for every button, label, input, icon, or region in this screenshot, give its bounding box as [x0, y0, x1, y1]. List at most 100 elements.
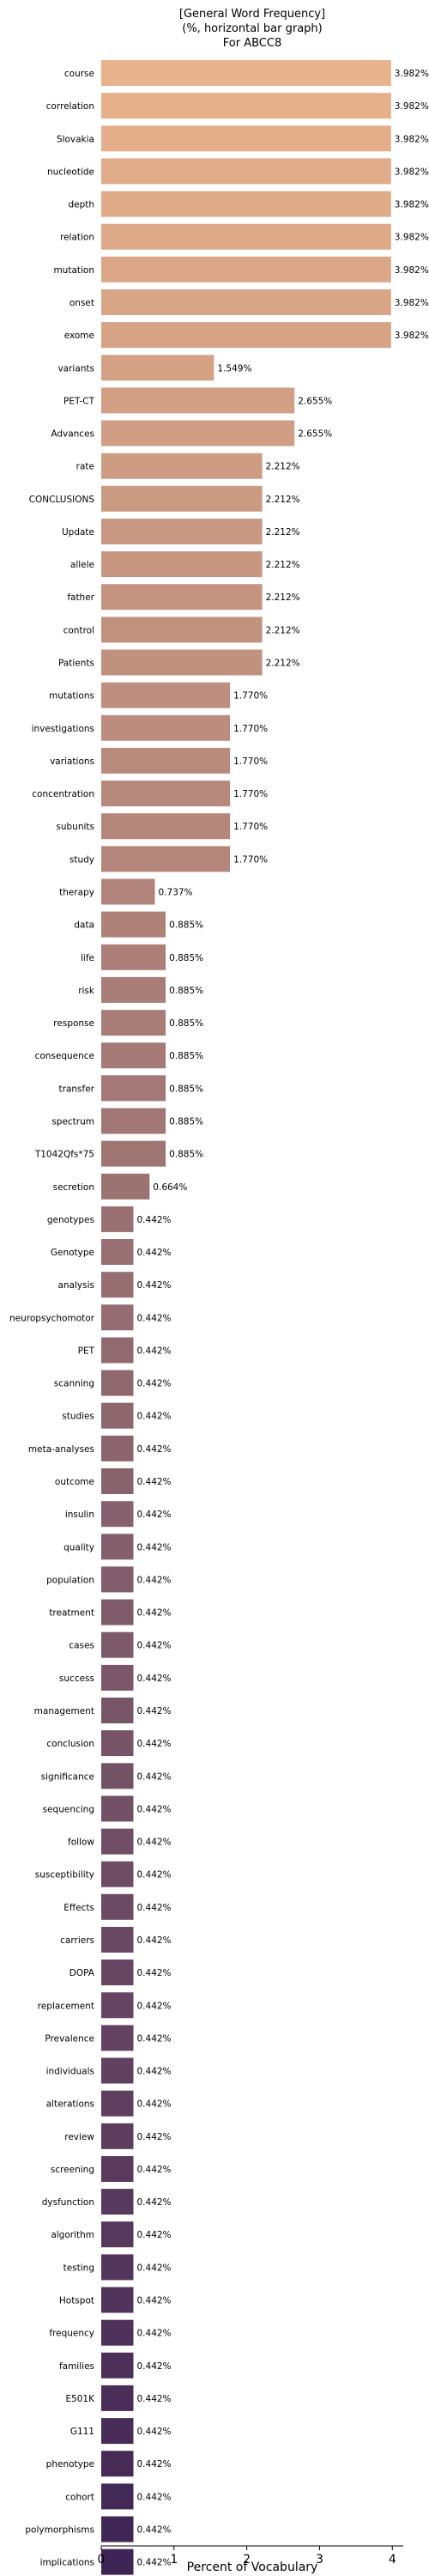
- y-tick-label: variations: [50, 756, 94, 767]
- bar: [101, 747, 231, 774]
- value-label: 0.442%: [137, 1379, 172, 1389]
- bar: [101, 911, 166, 938]
- bar: [101, 2319, 134, 2346]
- y-tick-label: neuropsychomotor: [9, 1313, 95, 1323]
- value-label: 1.770%: [233, 691, 268, 702]
- y-tick-label: course: [64, 69, 94, 79]
- bar: [101, 1927, 134, 1953]
- y-tick-label: sequencing: [43, 1804, 94, 1814]
- value-label: 0.442%: [137, 2165, 172, 2175]
- y-tick-label: outcome: [55, 1477, 94, 1487]
- value-label: 0.442%: [137, 1838, 172, 1848]
- y-tick-label: control: [63, 625, 94, 635]
- bar: [101, 485, 263, 512]
- value-label: 0.442%: [137, 2558, 172, 2568]
- y-tick-label: studies: [62, 1412, 94, 1422]
- value-labels: 3.982% 3.982% 3.982% 3.982% 3.982% 3.982% 3.98…: [137, 69, 429, 2568]
- bar: [101, 781, 231, 807]
- y-tick-label: relation: [60, 233, 94, 243]
- y-tick-label: cases: [69, 1641, 94, 1651]
- y-tick-label: Prevalence: [45, 2033, 94, 2044]
- bar: [101, 2352, 134, 2379]
- bar: [101, 976, 166, 1003]
- y-tick-label: alterations: [46, 2099, 94, 2110]
- y-tick-label: exome: [64, 331, 94, 341]
- value-label: 1.770%: [233, 854, 268, 865]
- value-label: 0.885%: [169, 1084, 203, 1094]
- bar: [101, 2221, 134, 2248]
- bar: [101, 1566, 134, 1593]
- x-tick-label: 4: [389, 2553, 396, 2567]
- x-tick-label: 1: [170, 2553, 178, 2567]
- y-tick-label: secretion: [53, 1182, 94, 1193]
- bar: [101, 2156, 134, 2182]
- bar: [101, 1631, 134, 1658]
- value-label: 0.885%: [169, 1018, 203, 1029]
- y-tick-label: life: [81, 953, 94, 963]
- y-tick-label: screening: [51, 2165, 94, 2175]
- value-label: 0.442%: [137, 1935, 172, 1946]
- value-label: 0.885%: [169, 986, 203, 996]
- value-label: 0.442%: [137, 2525, 172, 2536]
- bar: [101, 2090, 134, 2117]
- bar: [101, 2418, 134, 2445]
- chart-title-line: (%, horizontal bar graph): [182, 22, 322, 35]
- value-label: 0.442%: [137, 1804, 172, 1814]
- bar: [101, 1108, 166, 1134]
- bar: [101, 1206, 134, 1232]
- bar: [101, 813, 231, 840]
- bar: [101, 1861, 134, 1887]
- bar: [101, 1664, 134, 1691]
- bar: [101, 519, 263, 544]
- y-tick-label: population: [46, 1575, 94, 1585]
- value-label: 0.442%: [137, 2033, 172, 2044]
- value-label: 0.442%: [137, 1412, 172, 1422]
- y-tick-label: scanning: [54, 1379, 94, 1389]
- x-tick-label: 0: [98, 2553, 106, 2567]
- y-tick-label: mutation: [53, 265, 94, 276]
- bar: [101, 1959, 134, 1986]
- value-label: 0.442%: [137, 2361, 172, 2372]
- value-label: 0.442%: [137, 2001, 172, 2011]
- value-label: 2.212%: [266, 527, 300, 538]
- y-tick-label: analysis: [57, 1280, 94, 1291]
- y-tick-label: conclusion: [46, 1739, 94, 1749]
- y-tick-label: Patients: [58, 659, 94, 669]
- value-label: 0.442%: [137, 1542, 172, 1552]
- value-label: 0.885%: [169, 1051, 203, 1061]
- x-tick-label: 3: [316, 2553, 323, 2567]
- value-label: 0.442%: [137, 1313, 172, 1323]
- value-label: 0.885%: [169, 953, 203, 963]
- value-label: 0.664%: [153, 1182, 187, 1193]
- value-label: 0.442%: [137, 1674, 172, 1684]
- value-label: 3.982%: [395, 134, 429, 144]
- chart-title-line: For ABCC8: [223, 37, 281, 50]
- bar: [101, 2189, 134, 2215]
- value-label: 2.212%: [266, 625, 300, 635]
- y-tick-label: rate: [76, 462, 94, 472]
- bar: [101, 1763, 134, 1789]
- value-label: 3.982%: [395, 101, 429, 112]
- y-tick-label: Genotype: [51, 1248, 94, 1258]
- y-tick-label: transfer: [59, 1084, 95, 1094]
- value-label: 0.442%: [137, 1968, 172, 1978]
- bar: [101, 1402, 134, 1429]
- bar: [101, 682, 231, 708]
- y-tick-label: testing: [63, 2263, 94, 2273]
- y-tick-label: follow: [68, 1838, 94, 1848]
- y-tick-label: Slovakia: [57, 134, 94, 144]
- bar: [101, 387, 295, 414]
- bar: [101, 453, 263, 479]
- bar: [101, 1893, 134, 1920]
- value-label: 1.549%: [217, 363, 251, 374]
- value-label: 0.885%: [169, 1150, 203, 1160]
- value-label: 1.770%: [233, 822, 268, 832]
- x-axis-label: Percent of Vocabulary: [187, 2561, 318, 2574]
- value-label: 0.442%: [137, 1771, 172, 1782]
- y-tick-label: Advances: [51, 429, 94, 440]
- bar: [101, 158, 391, 185]
- value-label: 0.442%: [137, 2197, 172, 2208]
- bar: [101, 420, 295, 447]
- bar: [101, 617, 263, 643]
